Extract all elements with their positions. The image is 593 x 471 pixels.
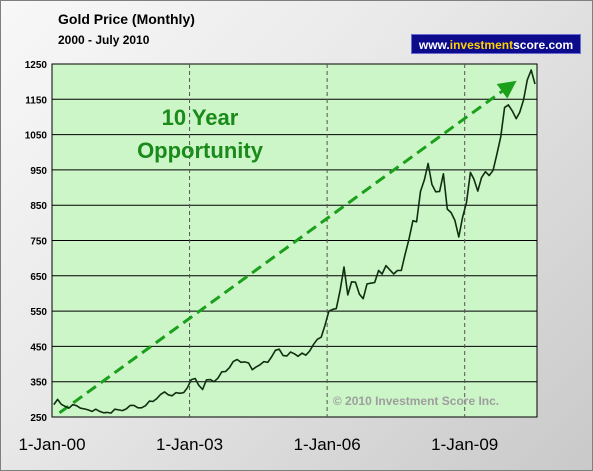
x-axis-tick-labels: 1-Jan-00 1-Jan-03 1-Jan-06 1-Jan-09 bbox=[18, 435, 498, 454]
trend-arrow bbox=[58, 80, 517, 415]
y-tick-label: 1250 bbox=[25, 60, 48, 71]
x-tick-label: 1-Jan-00 bbox=[18, 435, 85, 454]
y-tick-label: 950 bbox=[30, 166, 47, 177]
y-axis-tick-labels: 250 350 450 550 650 750 850 950 1050 1150 1250 bbox=[25, 60, 48, 424]
y-tick-label: 250 bbox=[30, 413, 47, 424]
annotation-line-2: Opportunity bbox=[137, 138, 264, 163]
website-badge[interactable]: www.investmentscore.com bbox=[411, 34, 581, 54]
x-tick-label: 1-Jan-03 bbox=[156, 435, 223, 454]
y-tick-label: 750 bbox=[30, 237, 47, 248]
vertical-gridlines bbox=[189, 64, 466, 417]
website-prefix: www. bbox=[418, 38, 450, 52]
y-tick-label: 650 bbox=[30, 272, 47, 283]
x-tick-label: 1-Jan-06 bbox=[294, 435, 361, 454]
gold-price-line bbox=[53, 69, 536, 414]
annotation-line-1: 10 Year bbox=[162, 105, 239, 130]
y-tick-label: 1050 bbox=[25, 131, 48, 142]
y-tick-label: 850 bbox=[30, 201, 47, 212]
website-suffix: score.com bbox=[513, 38, 574, 52]
copyright-text: © 2010 Investment Score Inc. bbox=[333, 394, 499, 408]
website-highlight: investment bbox=[449, 38, 514, 52]
y-tick-label: 450 bbox=[30, 342, 47, 353]
y-tick-label: 1150 bbox=[25, 95, 47, 106]
chart-title: Gold Price (Monthly) bbox=[58, 11, 195, 27]
chart-subtitle: 2000 - July 2010 bbox=[58, 33, 150, 47]
y-tick-label: 350 bbox=[30, 378, 47, 389]
x-tick-label: 1-Jan-09 bbox=[431, 435, 498, 454]
y-tick-label: 550 bbox=[30, 307, 47, 318]
